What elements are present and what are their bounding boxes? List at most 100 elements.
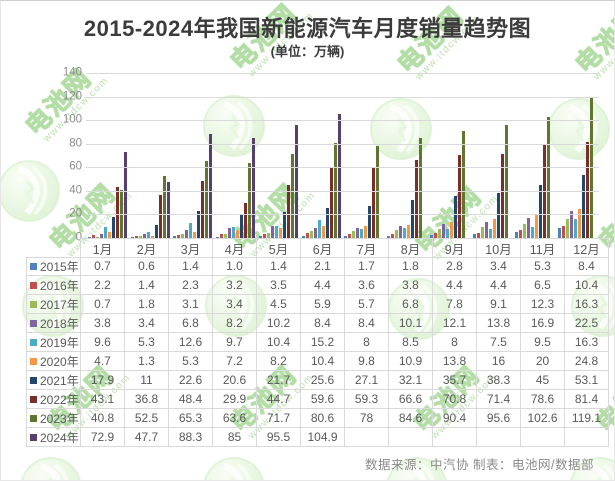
- value-cell: 3.6: [345, 276, 389, 295]
- bar-2017年-3月: [181, 234, 185, 238]
- bar-2019年-2月: [146, 231, 150, 238]
- value-cell: 78.6: [521, 390, 565, 409]
- bar-2016年-5月: [262, 233, 266, 238]
- month-header-cell: 1月: [81, 238, 125, 258]
- year-label: 2018年: [40, 316, 79, 331]
- value-cell: 3.4: [125, 314, 169, 333]
- month-header-cell: 10月: [477, 238, 521, 258]
- y-axis-label: 60: [69, 160, 82, 173]
- bar-2024年-4月: [252, 137, 256, 238]
- value-cell: 20.6: [213, 371, 257, 390]
- value-cell: 8.2: [257, 352, 301, 371]
- bar-2020年-1月: [107, 232, 111, 238]
- bar-2017年-7月: [352, 231, 356, 238]
- bar-2017年-5月: [266, 232, 270, 238]
- value-cell: 4.4: [301, 276, 345, 295]
- bar-2023年-1月: [119, 189, 123, 238]
- bar-2018年-1月: [99, 233, 103, 238]
- year-label: 2017年: [40, 297, 79, 312]
- value-cell: 90.4: [433, 409, 477, 428]
- value-cell: 3.8: [81, 314, 125, 333]
- value-cell: 27.1: [345, 371, 389, 390]
- data-table: 1月 2月 3月 4月 5月 6月 7月 8月 9月 10月 11月 12月 2015年 0.7 0.6 1.…: [26, 238, 609, 447]
- bar-2023年-8月: [419, 138, 423, 238]
- legend-swatch-icon: [30, 338, 37, 346]
- bar-2016年-3月: [177, 235, 181, 238]
- value-cell: 45: [521, 371, 565, 390]
- bar-2022年-5月: [286, 185, 290, 238]
- bar-2021年-8月: [411, 200, 415, 238]
- legend-swatch-icon: [30, 281, 37, 289]
- value-cell: 84.6: [389, 409, 433, 428]
- bar-group-4月: [214, 73, 257, 238]
- value-cell: 21.7: [257, 371, 301, 390]
- value-cell: 40.8: [81, 409, 125, 428]
- bar-2017年-2月: [138, 235, 142, 238]
- value-cell: 9.6: [81, 333, 125, 352]
- value-cell: 1.4: [125, 276, 169, 295]
- value-cell: 16.9: [521, 314, 565, 333]
- value-cell: 12.6: [169, 333, 213, 352]
- bar-2018年-6月: [313, 228, 317, 238]
- bar-2022年-12月: [586, 142, 590, 238]
- bar-2023年-6月: [333, 143, 337, 238]
- value-cell: 16: [477, 352, 521, 371]
- value-cell: 25.6: [301, 371, 345, 390]
- bar-2018年-8月: [399, 226, 403, 238]
- value-cell: 65.3: [169, 409, 213, 428]
- footer-note: 数据来源：中汽协 制表：电池网/数据部: [365, 458, 594, 472]
- legend-swatch-icon: [30, 357, 37, 365]
- bar-2023年-9月: [461, 131, 465, 238]
- bar-group-11月: [514, 73, 557, 238]
- value-cell: [345, 428, 389, 447]
- bar-group-10月: [471, 73, 514, 238]
- value-cell: 0.7: [81, 257, 125, 276]
- value-cell: 13.8: [433, 352, 477, 371]
- value-cell: 81.4: [565, 390, 609, 409]
- year-legend-cell: 2021年: [26, 371, 81, 390]
- bar-2020年-5月: [278, 228, 282, 238]
- value-cell: 5.7: [345, 295, 389, 314]
- month-header-cell: 7月: [345, 238, 389, 258]
- value-cell: 80.6: [301, 409, 345, 428]
- bar-2015年-11月: [515, 231, 519, 238]
- value-cell: 5.3: [169, 352, 213, 371]
- bar-2021年-6月: [325, 207, 329, 238]
- bar-2021年-2月: [154, 225, 158, 238]
- value-cell: 6.8: [169, 314, 213, 333]
- y-axis-label: 0: [75, 231, 82, 244]
- bar-2015年-4月: [216, 236, 220, 238]
- value-cell: [521, 428, 565, 447]
- value-cell: 15.2: [301, 333, 345, 352]
- bar-2020年-3月: [193, 231, 197, 238]
- value-cell: 1.3: [125, 352, 169, 371]
- bar-2015年-10月: [472, 234, 476, 238]
- year-legend-cell: 2015年: [26, 257, 81, 276]
- bar-2016年-4月: [220, 234, 224, 238]
- battery-network-globe-icon: [204, 457, 264, 480]
- value-cell: 20: [521, 352, 565, 371]
- value-cell: 48.4: [169, 390, 213, 409]
- value-cell: 63.6: [213, 409, 257, 428]
- year-label: 2021年: [40, 373, 79, 388]
- bar-group-12月: [556, 73, 599, 238]
- bar-group-3月: [172, 73, 215, 238]
- value-cell: 47.7: [125, 428, 169, 447]
- value-cell: 59.6: [301, 390, 345, 409]
- bar-2023年-3月: [205, 161, 209, 238]
- year-label: 2019年: [40, 335, 79, 350]
- year-legend-cell: 2023年: [26, 409, 81, 428]
- year-legend-cell: 2017年: [26, 295, 81, 314]
- bar-2015年-8月: [387, 235, 391, 238]
- value-cell: 43.1: [81, 390, 125, 409]
- value-cell: 22.5: [565, 314, 609, 333]
- bar-2021年-10月: [496, 192, 500, 238]
- bar-2018年-11月: [527, 218, 531, 238]
- month-header-cell: 8月: [389, 238, 433, 258]
- month-header-cell: 5月: [257, 238, 301, 258]
- bar-2017年-8月: [395, 230, 399, 238]
- chart-subtitle: (单位：万辆): [270, 44, 345, 59]
- value-cell: [565, 428, 609, 447]
- bar-2021年-1月: [111, 216, 115, 238]
